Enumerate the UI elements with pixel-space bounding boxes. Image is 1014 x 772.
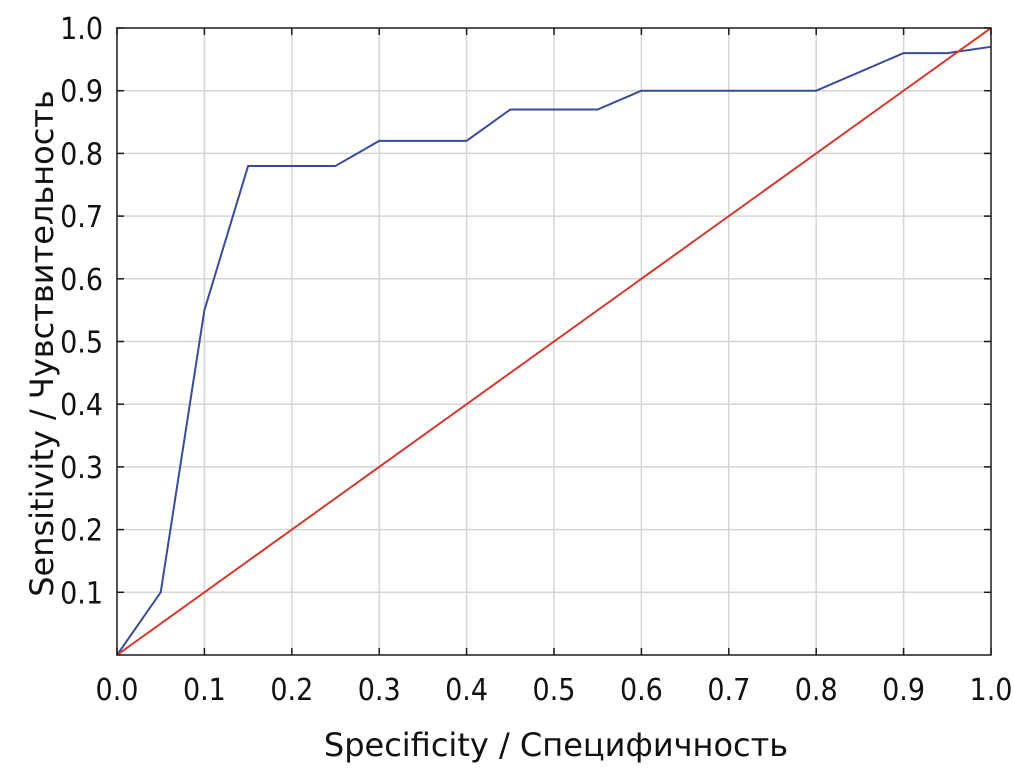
x-tick-label: 0.6 [620,673,663,708]
x-tick-label: 1.0 [970,673,1013,708]
y-tick-label: 0.5 [60,326,103,361]
x-tick-label: 0.0 [96,673,139,708]
x-tick-label: 0.8 [795,673,838,708]
y-tick-label: 0.6 [60,263,103,298]
x-tick-label: 0.9 [882,673,925,708]
y-tick-label: 1.0 [60,12,103,47]
y-tick-label: 0.8 [60,137,103,172]
y-tick-label: 0.1 [60,576,103,611]
y-axis-title: Sensitivity / Чувствительность [23,90,61,597]
y-tick-label: 0.3 [60,451,103,486]
x-tick-label: 0.1 [183,673,226,708]
y-tick-label: 0.2 [60,514,103,549]
axis-ticks [116,27,992,655]
reference-diagonal-line [116,27,992,656]
x-tick-label: 0.3 [358,673,401,708]
y-axis-tick-labels: 0.1 0.2 0.3 0.4 0.5 0.6 0.7 0.8 0.9 1.0 [60,12,103,611]
y-tick-label: 0.9 [60,75,103,110]
x-axis-title: Specificity / Специфичность [324,726,788,764]
y-tick-label: 0.4 [60,388,103,423]
series-lines [116,27,992,656]
x-tick-label: 0.7 [707,673,750,708]
x-tick-label: 0.2 [270,673,313,708]
x-axis-tick-labels: 0.0 0.1 0.2 0.3 0.4 0.5 0.6 0.7 0.8 0.9 1.0 [96,673,1013,708]
x-tick-label: 0.4 [445,673,488,708]
x-tick-label: 0.5 [533,673,576,708]
y-tick-label: 0.7 [60,200,103,235]
roc-curve-line [116,45,992,656]
